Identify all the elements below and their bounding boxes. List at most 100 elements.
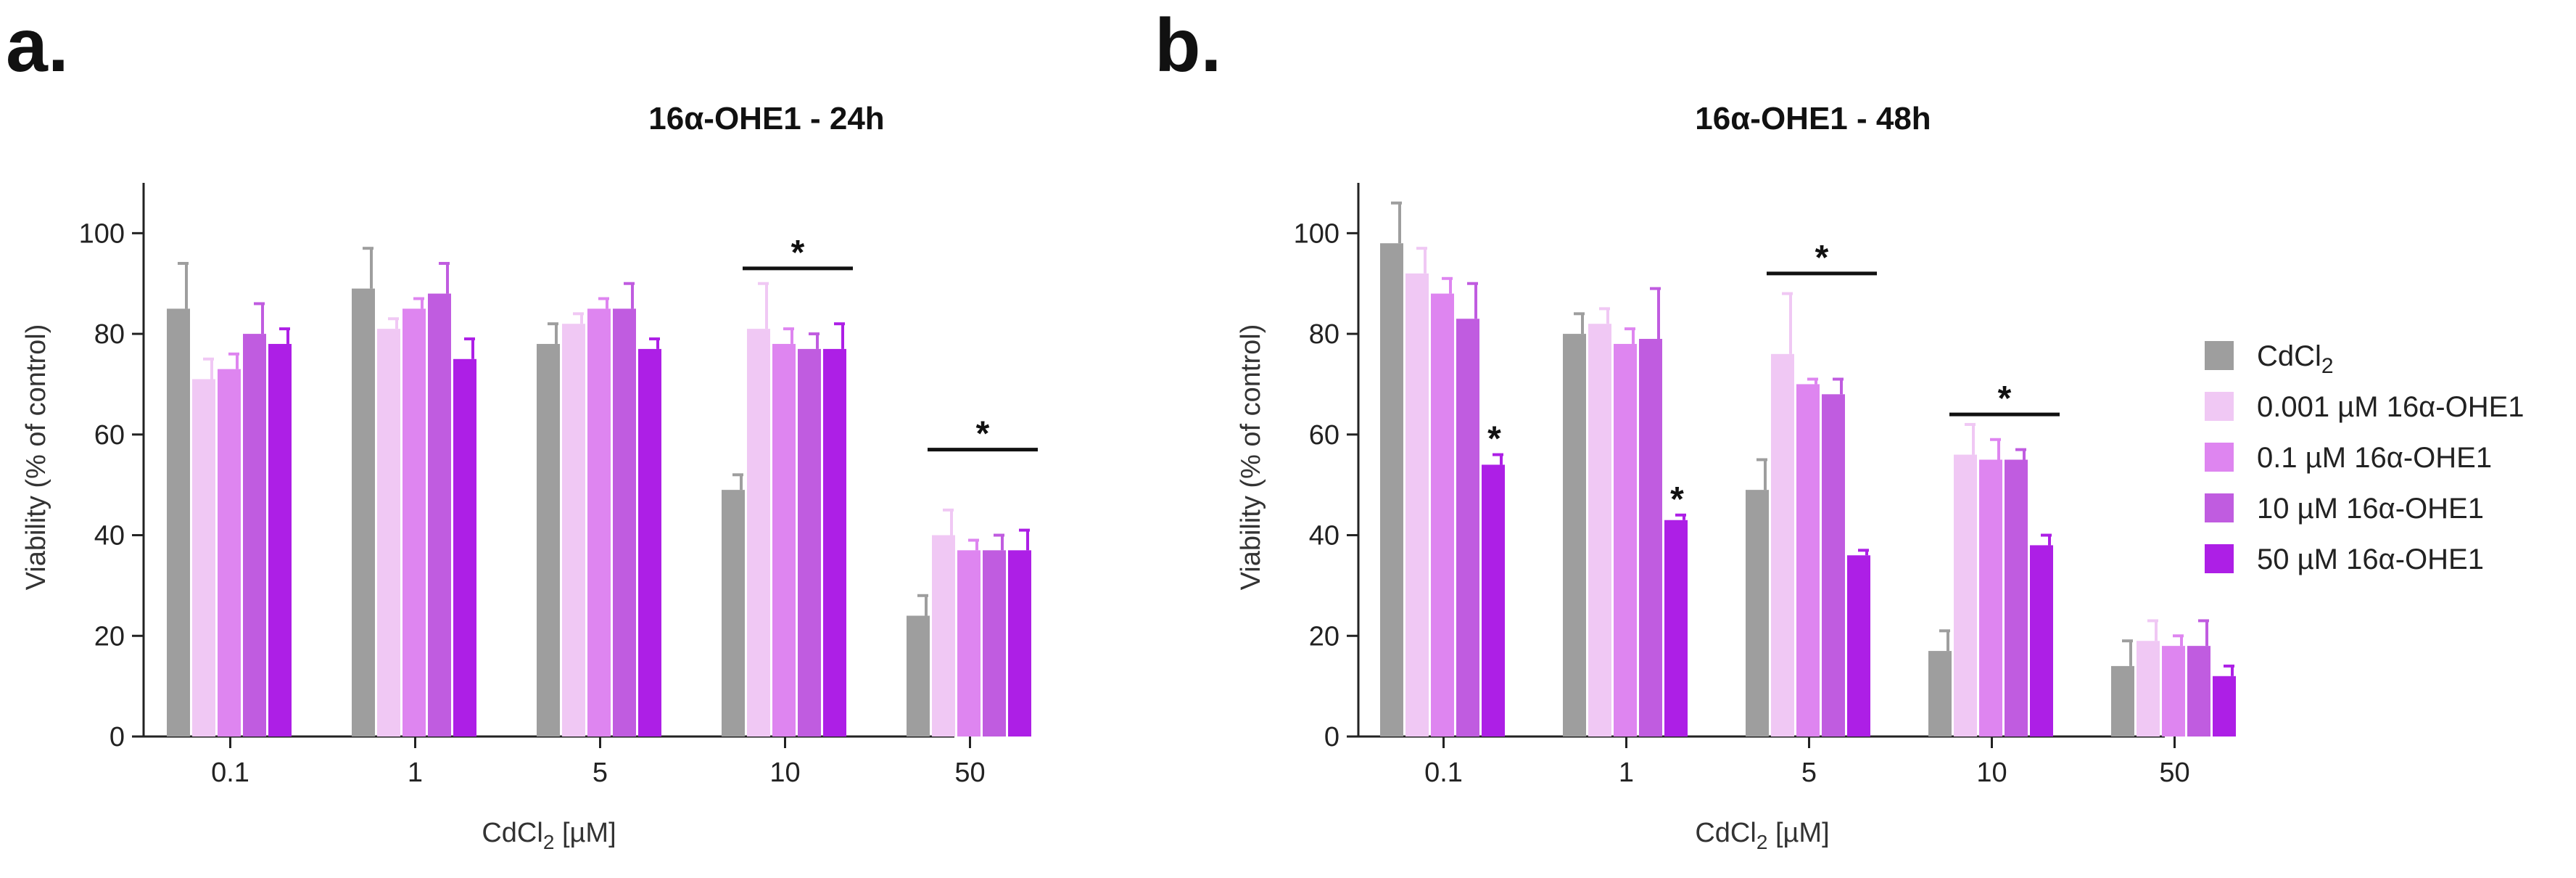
legend-label-main: 0.1 µM 16α-OHE1	[2257, 442, 2492, 474]
bar-0.1-series-2	[218, 369, 241, 737]
bar-5-series-2	[1796, 384, 1820, 737]
x-tick-label: 1	[1619, 758, 1634, 788]
bar-5-series-1	[1771, 353, 1794, 737]
bar-10-series-1	[1954, 454, 1977, 737]
significance-star: *	[791, 234, 805, 272]
y-tick-label: 0	[1324, 722, 1339, 752]
legend-label-main: 10 µM 16α-OHE1	[2257, 493, 2484, 525]
x-axis-label-main: CdCl	[482, 818, 542, 848]
y-tick-label: 40	[94, 521, 125, 551]
bar-10-series-2	[772, 343, 796, 737]
bar-1-series-2	[1614, 343, 1637, 737]
y-tick-label: 0	[110, 722, 125, 752]
bar-50-series-0	[907, 615, 930, 737]
x-tick-label: 50	[2159, 758, 2189, 788]
legend-label-main: CdCl	[2257, 340, 2321, 372]
bar-0.1-series-4	[268, 343, 292, 737]
x-tick-label: 50	[954, 758, 985, 788]
y-tick-label: 60	[1309, 420, 1339, 451]
bar-50-series-4	[2213, 676, 2236, 737]
panel-label: a.	[6, 4, 69, 88]
bar-1-series-0	[352, 288, 375, 737]
legend: CdCl2 0.001 µM 16α-OHE1 0.1 µM 16α-OHE1 10 …	[2205, 340, 2525, 575]
chart-panel-b: b. 16α-OHE1 - 48h 0 20 40 60 80 100 Viability (%…	[1155, 4, 2236, 853]
bar-1-series-1	[377, 329, 400, 737]
bar-50-series-3	[2187, 646, 2210, 737]
x-tick-label: 0.1	[211, 758, 249, 788]
bar-50-series-1	[2137, 641, 2160, 737]
x-axis-label: CdCl2 [µM]	[1695, 818, 1829, 853]
bar-50-series-3	[983, 550, 1006, 737]
bar-0.1-series-0	[1380, 243, 1403, 737]
bar-5-series-0	[1746, 490, 1769, 737]
bar-10-series-3	[798, 348, 821, 737]
y-tick-label: 20	[1309, 621, 1339, 652]
significance-star: *	[1670, 480, 1684, 519]
bar-5-series-4	[638, 348, 661, 737]
bar-10-series-0	[1928, 651, 1952, 737]
y-axis-label: Viability (% of control)	[1236, 324, 1266, 591]
legend-label: CdCl2	[2257, 340, 2334, 378]
bar-0.1-series-3	[243, 334, 266, 737]
bar-50-series-4	[1008, 550, 1031, 737]
bar-0.1-series-1	[192, 379, 215, 737]
bar-50-series-2	[2162, 646, 2185, 737]
bar-0.1-series-1	[1405, 273, 1429, 737]
bar-10-series-4	[823, 348, 846, 737]
bar-10-series-4	[2030, 545, 2053, 737]
bar-0.1-series-4	[1482, 464, 1505, 737]
legend-swatch	[2205, 443, 2234, 472]
y-tick-label: 40	[1309, 521, 1339, 551]
x-axis-label-sub: 2	[1756, 831, 1768, 853]
chart-title: 16α-OHE1 - 24h	[648, 101, 884, 136]
y-tick-label: 80	[1309, 319, 1339, 350]
y-tick-label: 100	[79, 218, 125, 249]
y-tick-label: 60	[94, 420, 125, 451]
bar-5-series-3	[613, 308, 636, 737]
bar-10-series-3	[2005, 459, 2028, 737]
x-tick-label: 1	[408, 758, 423, 788]
bar-10-series-2	[1979, 459, 2002, 737]
legend-label-sub: 2	[2321, 354, 2334, 378]
x-axis-label: CdCl2 [µM]	[482, 818, 616, 853]
legend-swatch	[2205, 493, 2234, 522]
panel-label: b.	[1155, 4, 1221, 88]
y-tick-label: 100	[1294, 218, 1339, 249]
bar-1-series-4	[453, 358, 476, 737]
bar-50-series-1	[932, 535, 955, 737]
bar-5-series-2	[587, 308, 611, 737]
significance-star: *	[976, 415, 990, 454]
x-axis-label-sub: 2	[543, 831, 555, 853]
bar-5-series-0	[537, 343, 560, 737]
y-tick-label: 80	[94, 319, 125, 350]
x-tick-label: 10	[1976, 758, 2007, 788]
x-tick-label: 5	[593, 758, 608, 788]
legend-swatch	[2205, 544, 2234, 573]
x-axis-label-rest: [µM]	[554, 818, 616, 848]
legend-label-main: 0.001 µM 16α-OHE1	[2257, 391, 2525, 423]
bar-50-series-2	[957, 550, 981, 737]
bar-1-series-1	[1588, 324, 1611, 737]
significance-star: *	[1487, 420, 1501, 459]
x-axis-label-main: CdCl	[1695, 818, 1756, 848]
bar-5-series-3	[1822, 394, 1845, 737]
legend-label: 50 µM 16α-OHE1	[2257, 543, 2484, 575]
y-axis-label: Viability (% of control)	[21, 324, 51, 591]
bar-5-series-1	[562, 324, 585, 737]
bar-0.1-series-0	[167, 308, 190, 737]
bar-1-series-2	[402, 308, 426, 737]
bar-1-series-3	[1639, 339, 1662, 737]
bar-5-series-4	[1847, 555, 1870, 737]
bar-10-series-0	[722, 490, 745, 737]
x-tick-label: 5	[1801, 758, 1817, 788]
x-axis-label-rest: [µM]	[1767, 818, 1829, 848]
bar-1-series-0	[1563, 334, 1586, 737]
legend-label: 0.001 µM 16α-OHE1	[2257, 391, 2525, 423]
legend-label: 0.1 µM 16α-OHE1	[2257, 442, 2492, 474]
legend-swatch	[2205, 341, 2234, 370]
bar-1-series-4	[1664, 520, 1688, 737]
legend-label-main: 50 µM 16α-OHE1	[2257, 543, 2484, 575]
bar-10-series-1	[747, 329, 770, 737]
bar-0.1-series-3	[1456, 319, 1479, 737]
